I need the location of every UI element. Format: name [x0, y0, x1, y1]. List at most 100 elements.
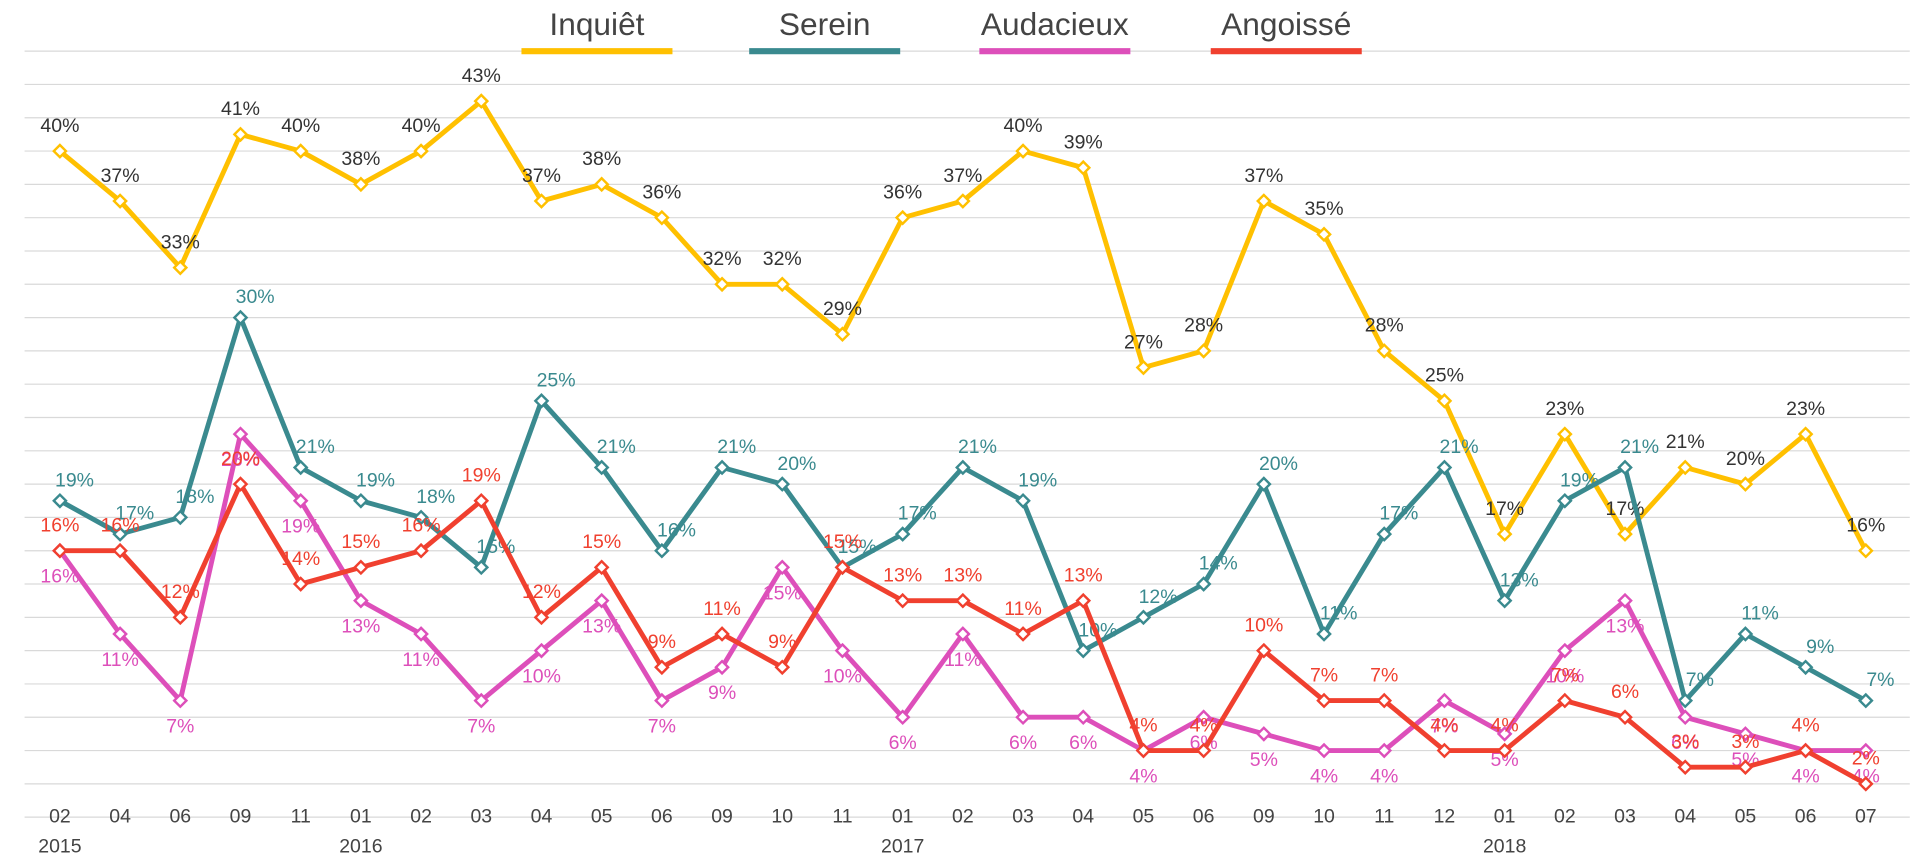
x-tick-label: 04 [109, 805, 131, 827]
data-label: 11% [1741, 603, 1779, 625]
point [834, 326, 851, 343]
data-label: 20% [221, 448, 260, 470]
data-label: 30% [236, 286, 275, 308]
data-label: 6% [1009, 732, 1037, 754]
x-tick-label: 04 [1674, 805, 1696, 827]
point [1617, 709, 1633, 726]
point [1677, 709, 1694, 726]
point [353, 559, 369, 576]
point [292, 459, 309, 476]
point [473, 93, 490, 109]
point [955, 193, 971, 209]
point [292, 492, 309, 509]
point [1316, 226, 1332, 243]
data-label: 18% [175, 486, 214, 508]
point [1135, 609, 1152, 626]
data-label: 36% [642, 181, 681, 203]
data-label: 4% [1792, 765, 1820, 787]
data-label: 21% [1440, 436, 1479, 458]
point [172, 609, 189, 626]
point [353, 492, 369, 509]
data-label: 13% [883, 564, 922, 586]
point [1857, 692, 1874, 709]
data-label: 43% [462, 65, 501, 87]
x-tick-label: 05 [1735, 805, 1757, 827]
point [1496, 526, 1513, 542]
data-label: 6% [1069, 732, 1097, 754]
point [955, 592, 971, 609]
data-label: 4% [1491, 714, 1519, 736]
point [1677, 692, 1694, 709]
year-label: 2018 [1483, 836, 1526, 858]
point [1436, 393, 1453, 409]
data-label: 41% [221, 98, 260, 120]
data-label: 13% [943, 564, 982, 586]
data-label: 2% [1852, 748, 1880, 770]
data-label: 28% [1184, 315, 1223, 337]
point [1436, 692, 1453, 709]
data-label: 37% [943, 165, 982, 187]
data-label: 11% [101, 649, 139, 671]
data-label: 21% [717, 436, 756, 458]
x-tick-label: 09 [1253, 805, 1275, 827]
data-label: 21% [1620, 436, 1659, 458]
point [533, 393, 550, 409]
data-label: 32% [703, 248, 742, 270]
point [232, 426, 249, 442]
x-tick-label: 06 [651, 805, 673, 827]
point [774, 559, 791, 576]
point [52, 492, 68, 509]
point [1015, 626, 1031, 642]
point [1737, 726, 1754, 742]
point [1737, 759, 1754, 776]
data-label: 4% [1430, 714, 1458, 736]
point [894, 209, 911, 226]
data-label: 7% [1430, 716, 1458, 738]
point [1075, 159, 1092, 176]
x-tick-label: 01 [892, 805, 914, 827]
point [1857, 542, 1874, 559]
point [292, 576, 309, 592]
point [413, 626, 429, 642]
data-label: 3% [1671, 731, 1699, 753]
x-tick-label: 10 [771, 805, 793, 827]
point [1256, 476, 1272, 492]
point [654, 659, 670, 676]
data-label: 36% [883, 181, 922, 203]
data-label: 4% [1792, 714, 1820, 736]
data-label: 40% [281, 115, 320, 137]
point [413, 143, 429, 159]
data-label: 10% [522, 666, 561, 688]
data-label: 21% [597, 436, 636, 458]
point [1797, 659, 1814, 676]
data-label: 23% [221, 449, 260, 471]
point [593, 559, 610, 576]
point [714, 276, 730, 293]
point [714, 659, 730, 676]
data-label: 20% [1726, 448, 1765, 470]
data-label: 12% [161, 581, 200, 603]
point [1015, 492, 1031, 509]
data-label: 19% [1560, 469, 1599, 491]
data-label: 17% [115, 503, 154, 525]
year-label: 2016 [339, 836, 382, 858]
data-label: 13% [1500, 569, 1539, 591]
data-label: 19% [55, 469, 94, 491]
data-label: 13% [1606, 616, 1645, 638]
point [292, 143, 309, 159]
data-label: 13% [582, 616, 621, 638]
data-label: 35% [1305, 198, 1344, 220]
data-label: 11% [1320, 603, 1358, 625]
data-label: 12% [522, 581, 561, 603]
x-tick-label: 02 [1554, 805, 1576, 827]
data-label: 16% [1846, 515, 1885, 537]
data-label: 37% [1244, 165, 1283, 187]
data-label: 9% [768, 631, 796, 653]
data-label: 20% [777, 453, 816, 475]
x-tick-label: 06 [169, 805, 191, 827]
x-tick-label: 10 [1313, 805, 1335, 827]
point [1496, 592, 1513, 609]
point [1376, 692, 1393, 709]
point [593, 592, 610, 609]
point [1075, 592, 1092, 609]
